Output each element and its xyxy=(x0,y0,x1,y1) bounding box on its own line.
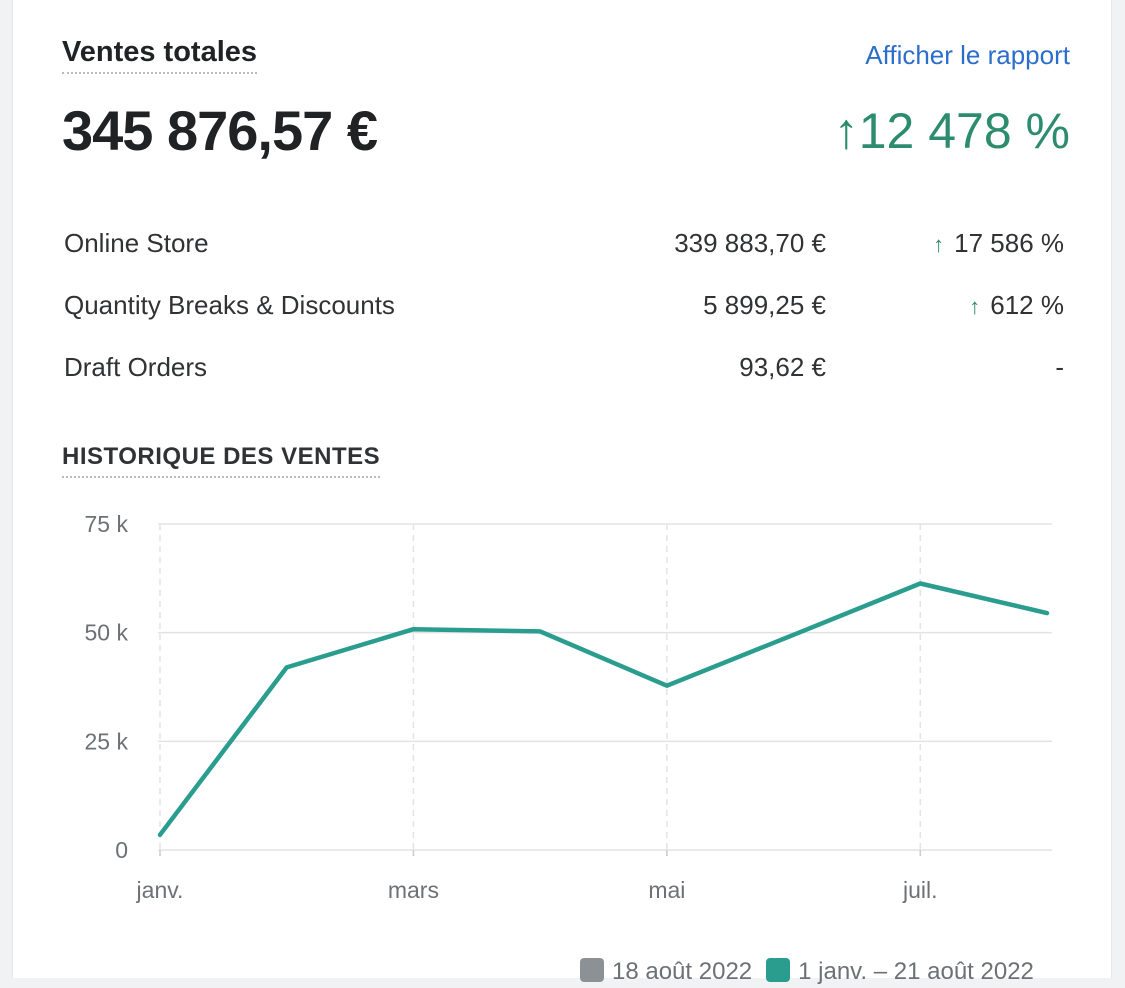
x-tick-label: mars xyxy=(388,877,439,903)
x-tick-label: janv. xyxy=(136,877,184,903)
legend-item-current[interactable]: 1 janv. – 21 août 2022 xyxy=(766,958,1034,986)
legend-swatch xyxy=(580,958,604,982)
y-tick-label: 0 xyxy=(115,837,128,863)
x-tick-label: mai xyxy=(648,877,685,903)
y-tick-label: 25 k xyxy=(85,728,129,754)
legend-item-previous[interactable]: 18 août 2022 xyxy=(580,958,752,986)
legend-label: 1 janv. – 21 août 2022 xyxy=(798,958,1034,985)
x-tick-label: juil. xyxy=(902,877,938,903)
y-tick-label: 75 k xyxy=(85,511,129,537)
series-line xyxy=(160,584,1047,835)
legend-label: 18 août 2022 xyxy=(612,958,752,985)
y-tick-label: 50 k xyxy=(85,620,129,646)
legend-swatch xyxy=(766,958,790,982)
